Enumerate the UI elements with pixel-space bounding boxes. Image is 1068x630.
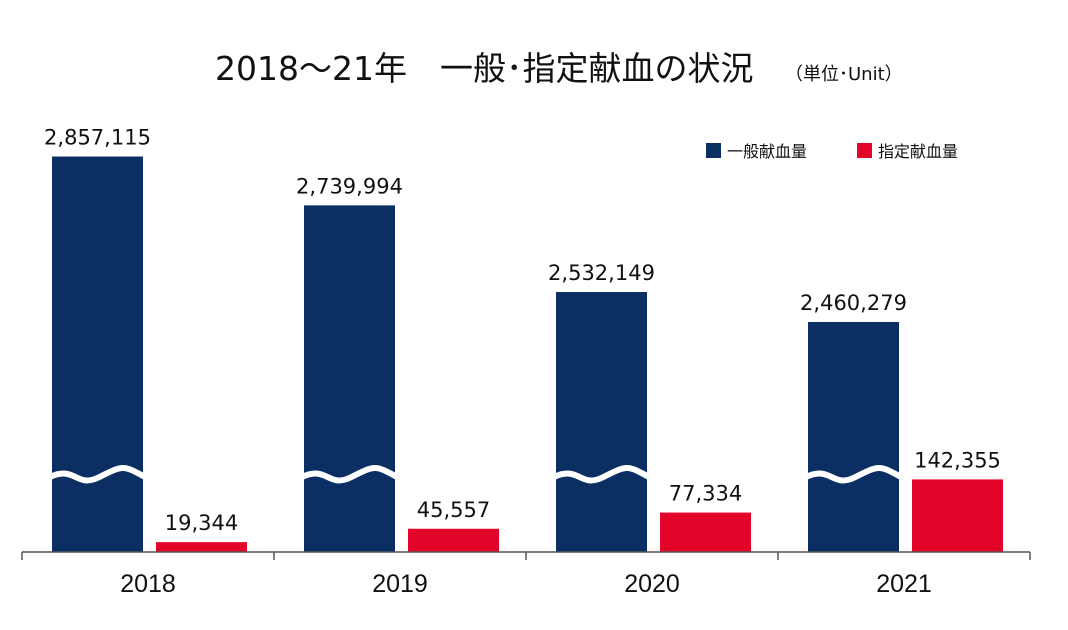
bar-general bbox=[52, 156, 143, 552]
legend-swatch-general bbox=[706, 143, 721, 158]
bar-general bbox=[304, 205, 395, 553]
x-tick-label: 2019 bbox=[372, 570, 428, 598]
bar-designated bbox=[660, 512, 751, 552]
legend-label-designated: 指定献血量 bbox=[878, 142, 958, 161]
bar-designated bbox=[156, 542, 247, 552]
legend-label-general: 一般献血量 bbox=[727, 142, 807, 161]
bar-general bbox=[556, 292, 647, 552]
x-tick-label: 2020 bbox=[624, 570, 680, 598]
data-label: 2,739,994 bbox=[296, 174, 403, 198]
data-label: 45,557 bbox=[417, 498, 490, 522]
data-label: 142,355 bbox=[914, 448, 1001, 472]
data-label: 19,344 bbox=[165, 511, 238, 535]
x-axis: 2018 2019 2020 2021 bbox=[21, 551, 1031, 598]
axis-break-mark bbox=[804, 465, 903, 484]
chart-title: 2018～21年 一般･指定献血の状況 bbox=[215, 49, 753, 88]
bar-general bbox=[808, 322, 899, 552]
legend-swatch-designated bbox=[857, 143, 872, 158]
data-label: 77,334 bbox=[669, 482, 742, 506]
legend: 一般献血量 指定献血量 bbox=[706, 142, 958, 161]
bar-designated bbox=[912, 479, 1003, 552]
data-label: 2,460,279 bbox=[800, 291, 907, 315]
x-tick-label: 2021 bbox=[876, 570, 932, 598]
bar-designated bbox=[408, 528, 499, 552]
chart-unit-note: （単位･Unit） bbox=[785, 64, 903, 85]
data-label: 2,532,149 bbox=[548, 261, 655, 285]
plot-area: 2,857,115 19,344 2,739,994 45,557 2,532,149 7… bbox=[44, 126, 1003, 553]
axis-break-mark bbox=[48, 465, 147, 484]
axis-break-mark bbox=[300, 465, 399, 484]
data-label: 2,857,115 bbox=[44, 126, 151, 150]
axis-break-mark bbox=[552, 465, 651, 484]
x-tick-label: 2018 bbox=[120, 570, 176, 598]
